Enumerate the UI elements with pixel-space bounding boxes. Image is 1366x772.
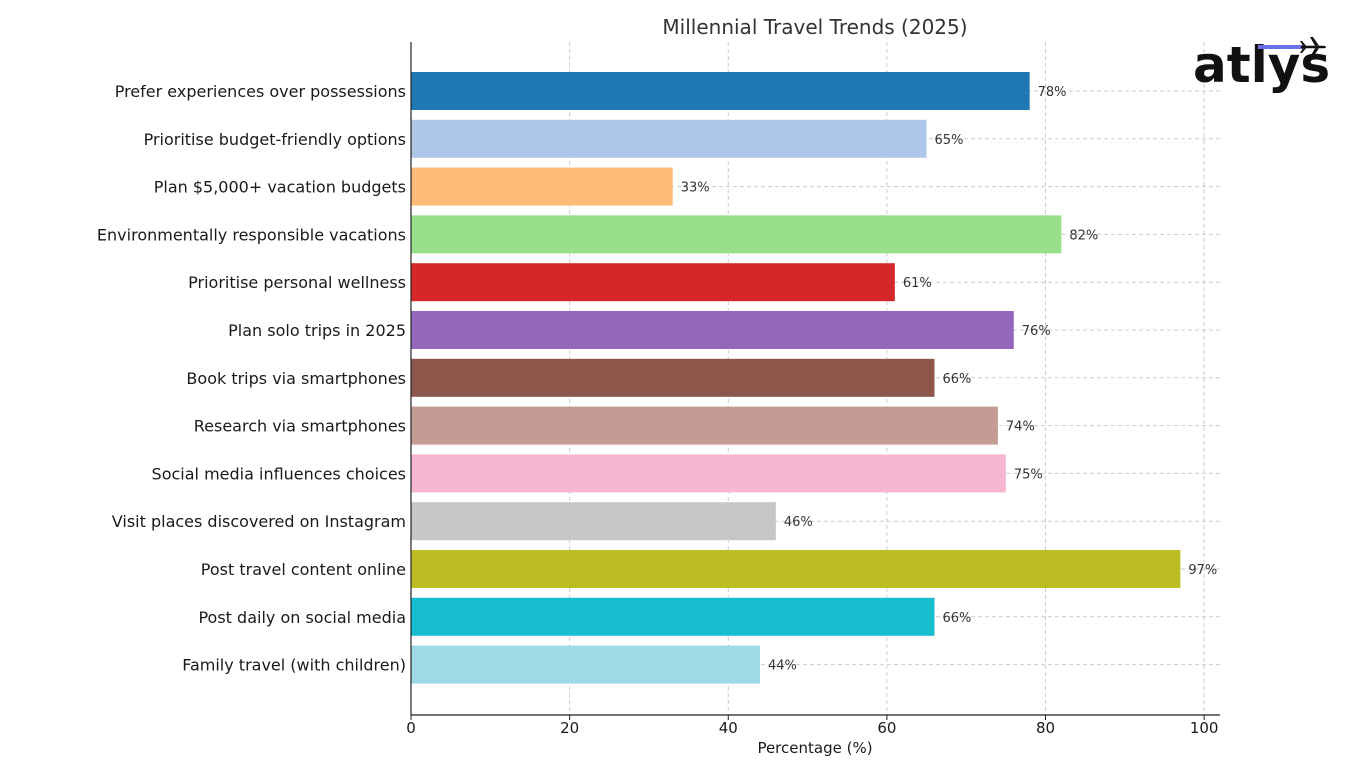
data-label: 65% bbox=[935, 133, 964, 148]
airplane-icon bbox=[1300, 37, 1326, 57]
bar bbox=[411, 215, 1062, 254]
data-label: 97% bbox=[1188, 563, 1217, 578]
category-label: Research via smartphones bbox=[194, 417, 406, 436]
bar bbox=[411, 454, 1006, 493]
data-label: 76% bbox=[1022, 324, 1051, 339]
x-tick-label: 80 bbox=[1036, 719, 1055, 737]
x-tick-label: 60 bbox=[877, 719, 896, 737]
category-label: Social media influences choices bbox=[152, 464, 406, 483]
bar bbox=[411, 358, 935, 397]
x-tick-label: 20 bbox=[560, 719, 579, 737]
bar bbox=[411, 406, 998, 445]
bar bbox=[411, 311, 1014, 349]
category-label: Plan $5,000+ vacation budgets bbox=[154, 178, 406, 197]
data-label: 66% bbox=[942, 611, 971, 626]
data-label: 66% bbox=[942, 372, 971, 387]
data-label: 61% bbox=[903, 276, 932, 291]
x-axis-title: Percentage (%) bbox=[757, 739, 872, 757]
axes: Prefer experiences over possessions Prior… bbox=[97, 42, 1220, 737]
bar bbox=[411, 502, 776, 541]
bar bbox=[411, 263, 895, 302]
logo-text: atlys bbox=[1193, 36, 1330, 94]
category-label: Prefer experiences over possessions bbox=[115, 82, 406, 101]
x-tick-label: 40 bbox=[719, 719, 738, 737]
category-label: Prioritise personal wellness bbox=[188, 273, 406, 292]
bar bbox=[411, 645, 760, 684]
category-label: Plan solo trips in 2025 bbox=[228, 321, 406, 340]
chart-title: Millennial Travel Trends (2025) bbox=[662, 15, 967, 39]
x-tick-label: 100 bbox=[1190, 719, 1219, 737]
category-label: Post daily on social media bbox=[198, 608, 406, 627]
x-tick-label: 0 bbox=[406, 719, 416, 737]
bar bbox=[411, 550, 1181, 588]
category-label: Environmentally responsible vacations bbox=[97, 225, 406, 244]
data-label: 44% bbox=[768, 659, 797, 674]
category-label: Post travel content online bbox=[201, 560, 406, 579]
category-label: Book trips via smartphones bbox=[186, 369, 406, 388]
category-label: Prioritise budget-friendly options bbox=[144, 130, 406, 149]
bar bbox=[411, 597, 935, 636]
data-label: 74% bbox=[1006, 420, 1035, 435]
data-label: 33% bbox=[681, 181, 710, 196]
bars: 78% 65% 33% 82% 61% 76% 66% 74% 75% 46% 97% 66% 44% bbox=[411, 72, 1217, 684]
bar bbox=[411, 119, 927, 158]
data-label: 75% bbox=[1014, 467, 1043, 482]
data-label: 82% bbox=[1069, 228, 1098, 243]
data-label: 78% bbox=[1038, 85, 1067, 100]
category-label: Visit places discovered on Instagram bbox=[112, 512, 406, 531]
data-label: 46% bbox=[784, 515, 813, 530]
bar bbox=[411, 167, 673, 206]
bar bbox=[411, 72, 1030, 110]
atlys-logo: atlys bbox=[1193, 36, 1330, 94]
category-label: Family travel (with children) bbox=[182, 656, 406, 675]
